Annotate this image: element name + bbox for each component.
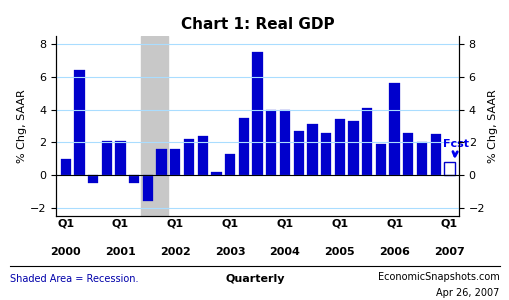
Bar bbox=[88, 175, 98, 183]
Text: 2005: 2005 bbox=[324, 247, 354, 256]
Bar bbox=[74, 70, 84, 175]
Bar bbox=[266, 110, 276, 175]
Text: 2000: 2000 bbox=[50, 247, 81, 256]
Bar bbox=[361, 108, 372, 175]
Bar bbox=[416, 142, 427, 175]
Bar bbox=[143, 175, 153, 201]
Bar bbox=[238, 118, 248, 175]
Text: Shaded Area = Recession.: Shaded Area = Recession. bbox=[10, 274, 138, 284]
Text: Quarterly: Quarterly bbox=[225, 274, 284, 284]
Y-axis label: % Chg, SAAR: % Chg, SAAR bbox=[17, 89, 27, 163]
Bar bbox=[61, 159, 71, 175]
Text: 2006: 2006 bbox=[378, 247, 409, 256]
Text: 2003: 2003 bbox=[214, 247, 245, 256]
Bar bbox=[403, 133, 413, 175]
Bar bbox=[224, 154, 235, 175]
Bar bbox=[430, 134, 440, 175]
Text: EconomicSnapshots.com: EconomicSnapshots.com bbox=[377, 272, 499, 283]
Y-axis label: % Chg, SAAR: % Chg, SAAR bbox=[487, 89, 497, 163]
Text: 2004: 2004 bbox=[269, 247, 300, 256]
Bar bbox=[101, 141, 111, 175]
Bar bbox=[252, 52, 262, 175]
Text: 2001: 2001 bbox=[105, 247, 135, 256]
Bar bbox=[129, 175, 139, 183]
Text: Apr 26, 2007: Apr 26, 2007 bbox=[436, 287, 499, 298]
Bar bbox=[320, 133, 330, 175]
Bar bbox=[170, 149, 180, 175]
Bar bbox=[306, 124, 317, 175]
Bar bbox=[184, 139, 194, 175]
Bar bbox=[348, 121, 358, 175]
Bar bbox=[375, 144, 385, 175]
Bar bbox=[141, 36, 168, 216]
Text: 2002: 2002 bbox=[160, 247, 190, 256]
Bar bbox=[293, 131, 303, 175]
Bar bbox=[279, 110, 290, 175]
Text: Fcst: Fcst bbox=[442, 139, 468, 156]
Bar bbox=[334, 119, 344, 175]
Title: Chart 1: Real GDP: Chart 1: Real GDP bbox=[180, 17, 334, 32]
Bar bbox=[443, 162, 454, 175]
Bar bbox=[197, 136, 208, 175]
Bar bbox=[115, 141, 125, 175]
Text: 2007: 2007 bbox=[433, 247, 464, 256]
Bar bbox=[211, 172, 221, 175]
Bar bbox=[389, 83, 399, 175]
Bar bbox=[156, 149, 166, 175]
